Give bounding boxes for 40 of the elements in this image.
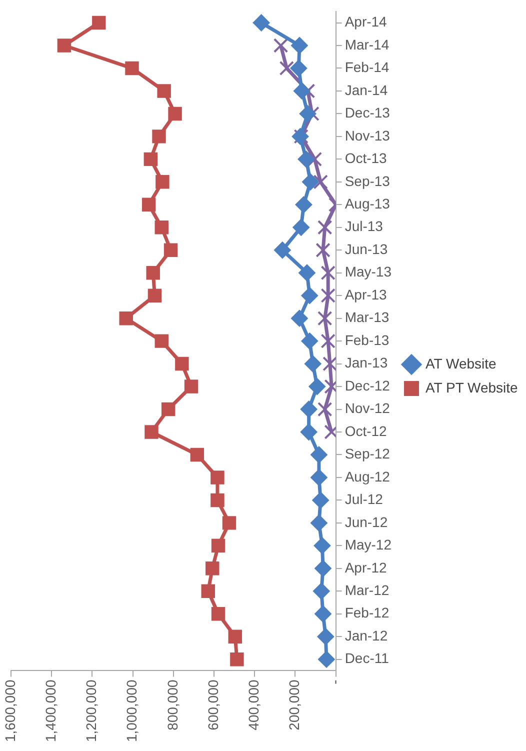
legend-label: AT Website <box>426 355 497 372</box>
y-tick-label: Oct-12 <box>344 422 388 439</box>
x-tick-label: 400,000 <box>245 680 262 730</box>
x-tick-label: 800,000 <box>164 680 180 730</box>
y-tick-label: Jan-14 <box>344 82 388 98</box>
x-tick-label: 1,400,000 <box>42 680 58 742</box>
y-tick-label: Feb-14 <box>344 59 390 76</box>
x-tick-label: - <box>326 679 343 684</box>
y-tick-label: Dec-13 <box>344 104 390 121</box>
x-tick-label: 1,200,000 <box>83 680 100 742</box>
y-tick-label: Mar-14 <box>344 36 390 52</box>
y-tick-label: Jun-13 <box>344 240 388 257</box>
y-tick-label: Apr-13 <box>344 286 388 302</box>
y-tick-label: Nov-13 <box>344 127 390 144</box>
y-tick-label: Nov-12 <box>344 400 390 416</box>
y-tick-label: Feb-12 <box>344 604 390 621</box>
y-tick-label: Apr-12 <box>344 559 388 576</box>
y-tick-label: Aug-13 <box>344 196 390 212</box>
y-tick-label: Oct-13 <box>344 150 388 166</box>
y-tick-label: May-13 <box>344 264 392 280</box>
y-tick-label: Sep-13 <box>344 172 390 189</box>
x-tick-label: 600,000 <box>204 680 221 730</box>
y-tick-label: Mar-13 <box>344 309 390 326</box>
y-tick-label: Jan-13 <box>344 354 388 371</box>
y-tick-label: Aug-12 <box>344 468 390 484</box>
y-tick-label: Feb-13 <box>344 332 390 348</box>
y-tick-label: Jan-12 <box>344 627 388 644</box>
x-tick-label: 1,600,000 <box>2 680 18 742</box>
y-tick-label: Jul-12 <box>344 491 384 508</box>
y-tick-label: Sep-12 <box>344 446 390 462</box>
y-tick-label: Dec-12 <box>344 377 390 394</box>
x-tick-label: 200,000 <box>286 680 302 730</box>
x-tick-label: 1,000,000 <box>124 680 140 742</box>
y-tick-label: Jul-13 <box>344 218 384 234</box>
y-tick-label: Apr-14 <box>344 14 388 30</box>
y-tick-label: May-12 <box>344 536 392 553</box>
y-tick-label: Dec-11 <box>344 650 390 666</box>
y-tick-label: Mar-12 <box>344 582 390 598</box>
legend-label: AT PT Website <box>426 379 518 396</box>
y-tick-label: Jun-12 <box>344 514 388 530</box>
